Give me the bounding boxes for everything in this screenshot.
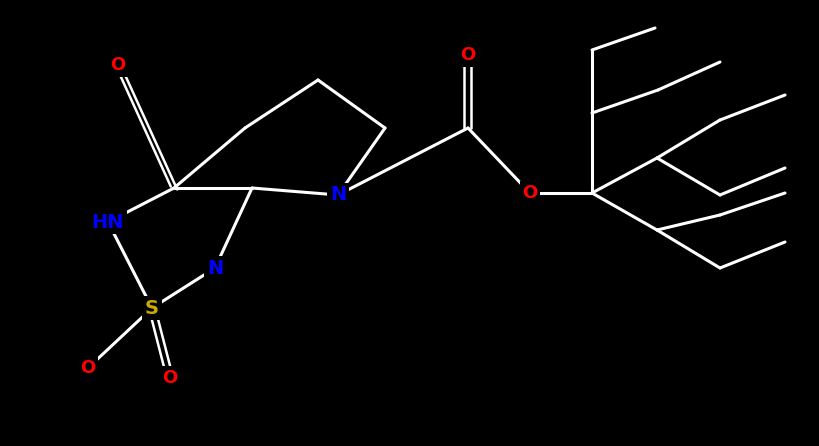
Text: S: S: [145, 298, 159, 318]
Text: N: N: [206, 259, 223, 277]
Text: O: O: [111, 56, 125, 74]
Text: O: O: [459, 46, 475, 64]
Text: N: N: [329, 186, 346, 205]
Text: O: O: [162, 369, 178, 387]
Text: O: O: [80, 359, 96, 377]
Text: O: O: [522, 184, 537, 202]
Text: HN: HN: [92, 212, 124, 231]
